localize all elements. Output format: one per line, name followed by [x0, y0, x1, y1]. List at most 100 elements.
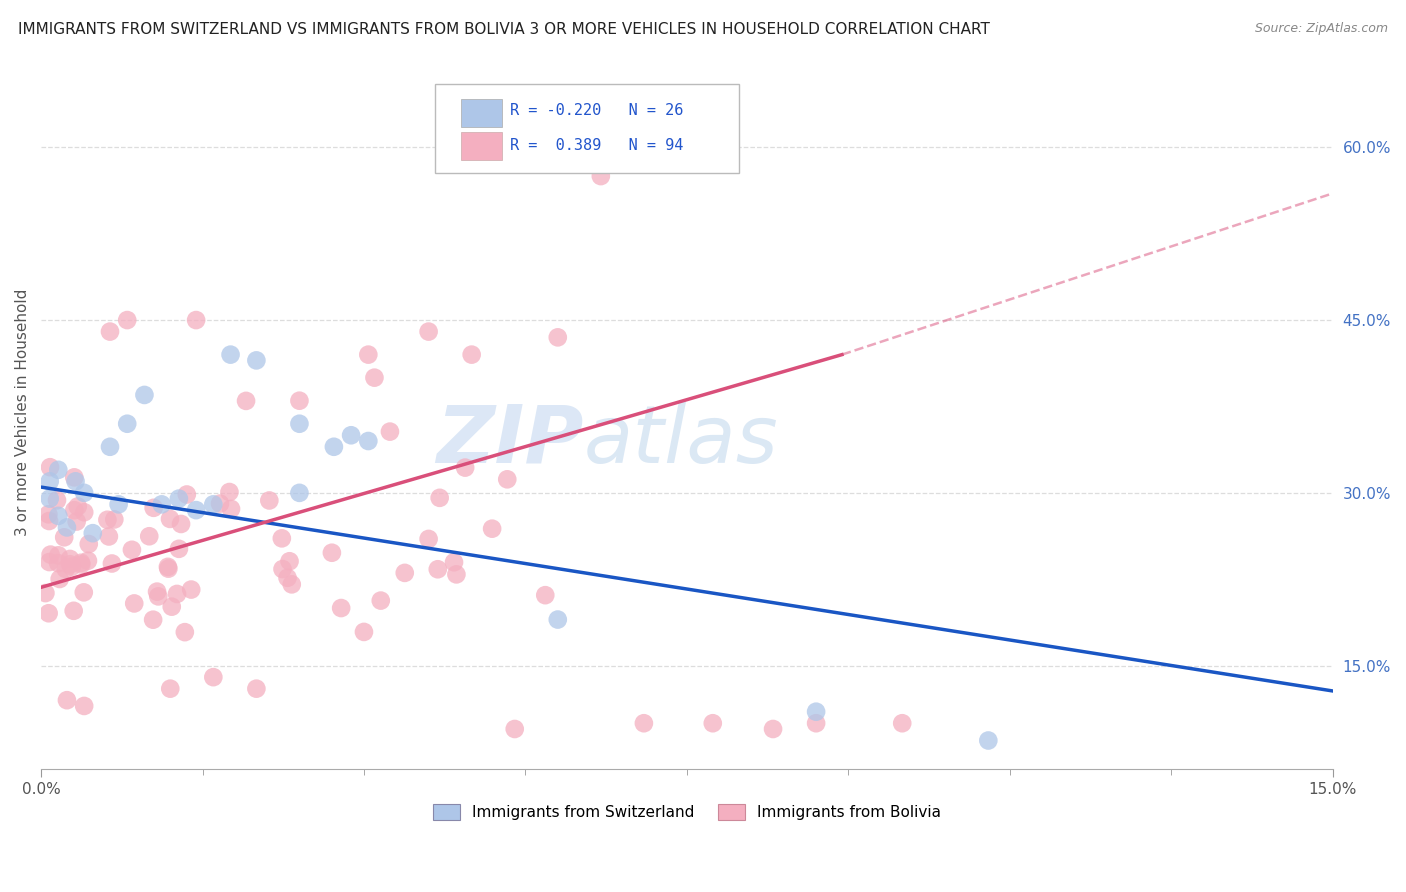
Point	[534, 588, 557, 602]
Point	[77, 537, 100, 551]
Point	[370, 593, 392, 607]
Point	[173, 625, 195, 640]
Point	[353, 624, 375, 639]
Point	[70, 558, 93, 572]
Point	[46, 463, 69, 477]
Point	[219, 348, 242, 362]
Point	[277, 571, 299, 585]
Point	[278, 554, 301, 568]
Point	[322, 440, 344, 454]
Point	[446, 567, 468, 582]
Point	[418, 532, 440, 546]
Point	[271, 562, 294, 576]
Point	[977, 733, 1000, 747]
Point	[481, 522, 503, 536]
Point	[65, 475, 87, 489]
Point	[38, 475, 60, 489]
Point	[340, 428, 363, 442]
Point	[55, 562, 77, 576]
Text: IMMIGRANTS FROM SWITZERLAND VS IMMIGRANTS FROM BOLIVIA 3 OR MORE VEHICLES IN HOU: IMMIGRANTS FROM SWITZERLAND VS IMMIGRANT…	[18, 22, 990, 37]
Point	[38, 606, 60, 620]
Point	[259, 493, 281, 508]
Point	[547, 330, 569, 344]
Point	[357, 348, 380, 362]
Text: atlas: atlas	[583, 401, 779, 480]
Point	[762, 722, 785, 736]
Point	[103, 512, 125, 526]
Point	[166, 587, 188, 601]
Point	[38, 514, 60, 528]
Point	[208, 497, 231, 511]
Point	[73, 585, 96, 599]
Point	[70, 556, 93, 570]
Point	[281, 577, 304, 591]
Point	[804, 716, 827, 731]
Point	[146, 584, 169, 599]
Point	[134, 388, 156, 402]
Point	[202, 670, 225, 684]
Point	[394, 566, 416, 580]
Point	[148, 590, 170, 604]
Point	[589, 169, 612, 183]
Point	[62, 604, 84, 618]
Point	[59, 552, 82, 566]
Point	[38, 555, 60, 569]
Point	[48, 549, 70, 563]
Point	[891, 716, 914, 731]
Point	[46, 508, 69, 523]
Point	[115, 313, 138, 327]
Point	[56, 520, 79, 534]
Legend: Immigrants from Switzerland, Immigrants from Bolivia: Immigrants from Switzerland, Immigrants …	[426, 797, 948, 826]
Point	[184, 313, 207, 327]
Point	[122, 596, 145, 610]
Point	[60, 559, 83, 574]
Point	[547, 613, 569, 627]
Point	[156, 559, 179, 574]
Point	[66, 500, 89, 514]
Point	[101, 557, 124, 571]
Point	[38, 491, 60, 506]
Point	[142, 613, 165, 627]
Point	[63, 503, 86, 517]
Point	[96, 513, 118, 527]
Point	[443, 555, 465, 569]
FancyBboxPatch shape	[434, 84, 738, 173]
Point	[48, 572, 70, 586]
Point	[39, 460, 62, 475]
Point	[245, 353, 267, 368]
Point	[170, 516, 193, 531]
Point	[59, 558, 82, 572]
Point	[633, 716, 655, 731]
Point	[56, 693, 79, 707]
Point	[219, 502, 242, 516]
FancyBboxPatch shape	[461, 132, 502, 161]
Point	[503, 722, 526, 736]
Point	[98, 440, 121, 454]
Point	[121, 542, 143, 557]
Point	[138, 529, 160, 543]
Point	[804, 705, 827, 719]
Point	[245, 681, 267, 696]
Point	[66, 515, 89, 529]
Point	[180, 582, 202, 597]
Point	[39, 548, 62, 562]
Point	[46, 556, 69, 570]
Point	[702, 716, 724, 731]
Point	[46, 493, 69, 508]
Point	[159, 681, 181, 696]
Point	[321, 546, 343, 560]
Point	[167, 541, 190, 556]
Point	[98, 325, 121, 339]
Point	[426, 562, 449, 576]
Point	[53, 530, 76, 544]
Point	[288, 417, 311, 431]
Point	[34, 586, 56, 600]
Point	[235, 393, 257, 408]
Point	[218, 485, 240, 500]
Point	[77, 554, 100, 568]
FancyBboxPatch shape	[461, 99, 502, 127]
Point	[496, 472, 519, 486]
Point	[288, 486, 311, 500]
Point	[357, 434, 380, 448]
Text: R =  0.389   N = 94: R = 0.389 N = 94	[510, 138, 683, 153]
